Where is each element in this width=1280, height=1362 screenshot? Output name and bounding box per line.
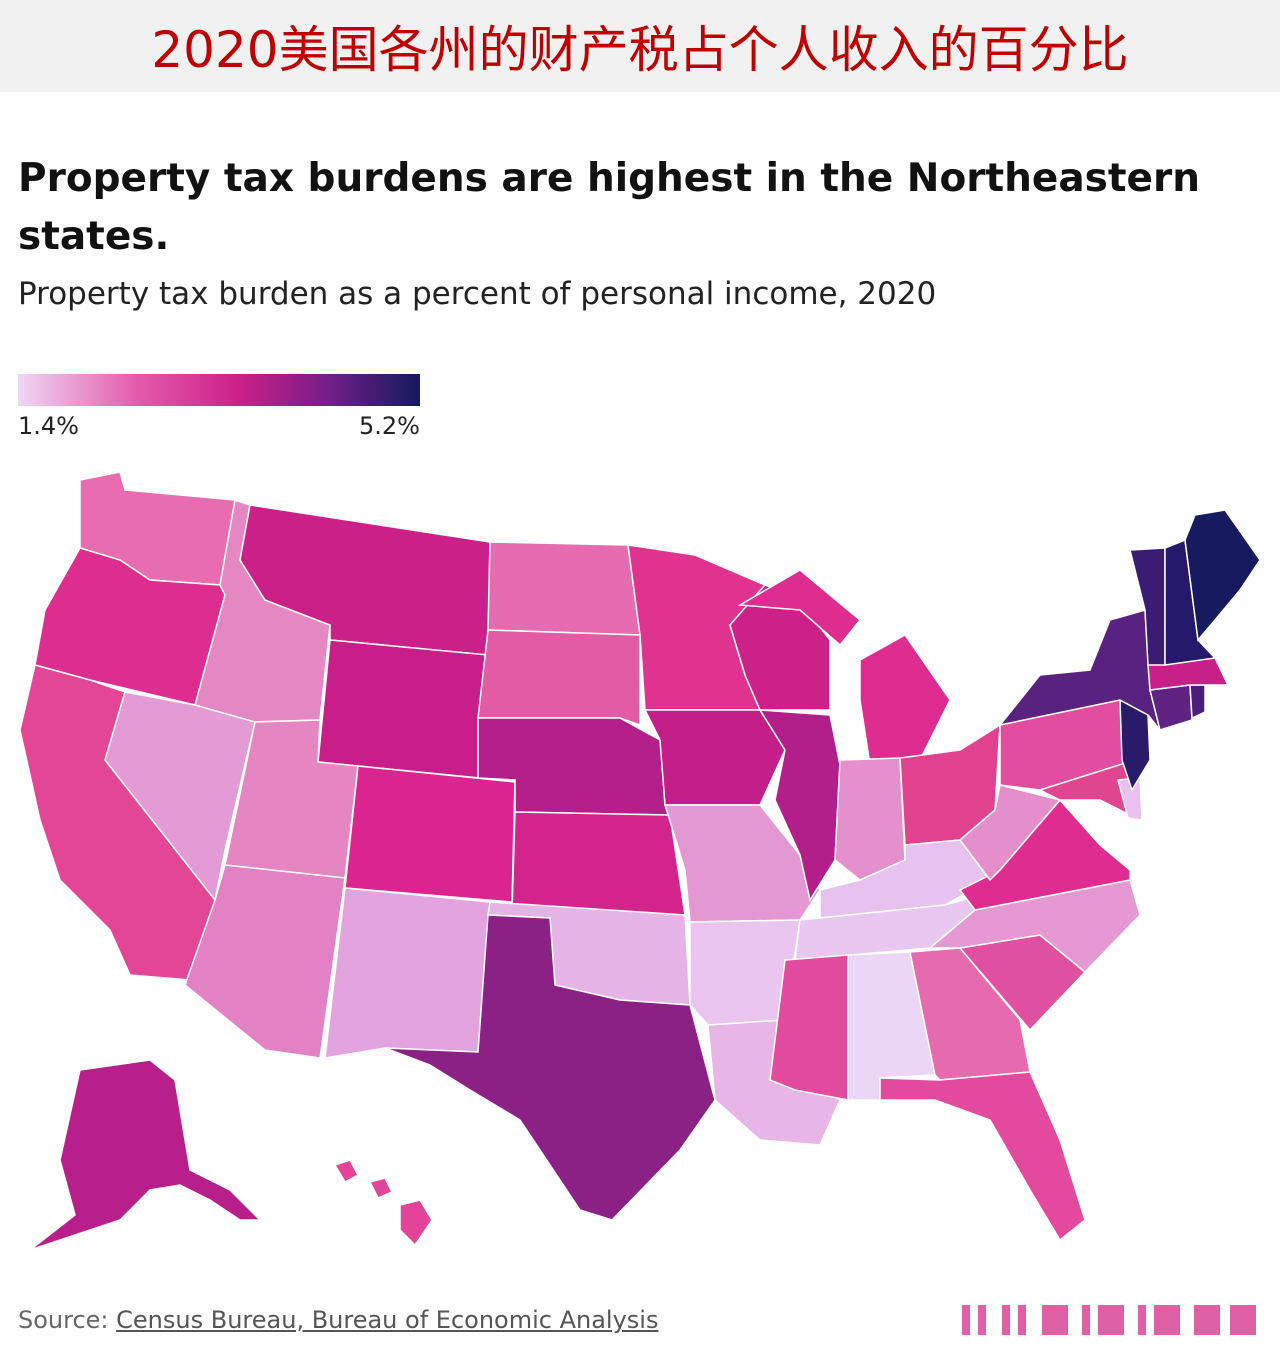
state-rhode-island [1189, 684, 1206, 720]
source-link[interactable]: Census Bureau, Bureau of Economic Analys… [116, 1306, 659, 1334]
state-iowa [643, 709, 786, 806]
state-indiana [834, 757, 906, 881]
state-alaska [29, 1059, 262, 1251]
banner-title: 2020美国各州的财产税占个人收入的百分比 [151, 21, 1129, 79]
state-hawaii [333, 1159, 433, 1247]
chart-subtitle: Property tax burden as a percent of pers… [18, 276, 937, 312]
state-maine [1184, 509, 1261, 642]
banner: 2020美国各州的财产税占个人收入的百分比 [0, 0, 1280, 92]
legend-min-label: 1.4% [18, 412, 79, 440]
state-vermont [1129, 547, 1166, 666]
state-colorado [344, 765, 516, 903]
source-prefix: Source: [18, 1306, 117, 1334]
state-missouri [663, 804, 821, 923]
state-kansas [511, 811, 686, 916]
state-florida [879, 1071, 1086, 1242]
state-illinois [758, 709, 841, 902]
us-choropleth-map [0, 460, 1280, 1260]
state-wyoming [317, 639, 489, 779]
source-attribution: Source: Census Bureau, Bureau of Economi… [18, 1306, 658, 1334]
color-legend: 1.4% 5.2% [18, 374, 420, 444]
state-maryland [1038, 759, 1141, 822]
state-north-dakota [487, 541, 641, 636]
state-new-hampshire [1164, 538, 1217, 666]
state-california [19, 664, 216, 981]
state-arizona [184, 864, 346, 1059]
state-new-mexico [324, 887, 491, 1059]
map-svg [19, 471, 1261, 1251]
brand-logo [962, 1298, 1262, 1340]
state-mississippi [769, 954, 849, 1101]
state-south-dakota [477, 629, 641, 727]
state-nevada [104, 691, 256, 902]
state-west-virginia [958, 784, 1062, 882]
state-texas [384, 914, 716, 1221]
brand-watermark-svg [962, 1305, 1256, 1335]
chart-headline: Property tax burdens are highest in the … [18, 156, 1200, 259]
legend-gradient-bar [18, 374, 420, 406]
legend-max-label: 5.2% [359, 412, 420, 440]
